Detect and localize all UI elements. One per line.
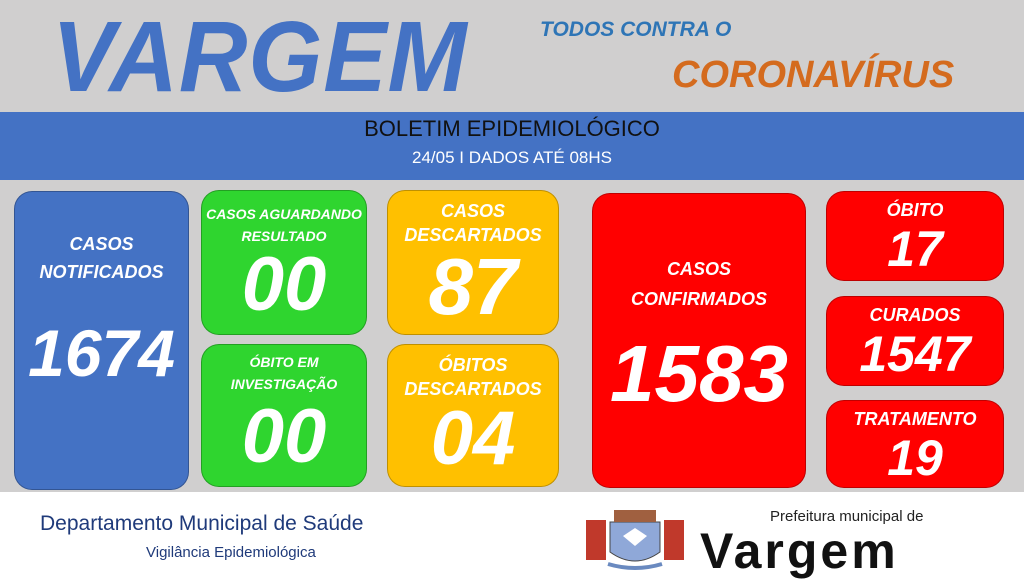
- card-value: 00: [241, 394, 327, 479]
- card-label: DESCARTADOS: [404, 379, 542, 399]
- card-value: 19: [887, 430, 943, 486]
- card-label: CASOS: [69, 234, 134, 254]
- card-value: 87: [428, 242, 518, 331]
- card-label: CURADOS: [869, 305, 961, 325]
- department-name: Departamento Municipal de Saúde: [40, 512, 364, 535]
- card-label: NOTIFICADOS: [39, 262, 164, 282]
- card-label: ÓBITO: [886, 200, 944, 220]
- card-label: RESULTADO: [241, 228, 327, 244]
- coronavirus-title: CORONAVÍRUS: [672, 54, 955, 96]
- bulletin-title: BOLETIM EPIDEMIOLÓGICO: [364, 116, 660, 141]
- card-value: 00: [241, 242, 327, 327]
- card-label: CASOS: [440, 201, 505, 221]
- card-label: ÓBITOS: [438, 355, 508, 375]
- card-notificados: CASOS NOTIFICADOS 1674: [14, 191, 189, 490]
- logo-vargem-text: Vargem: [700, 523, 899, 579]
- card-obito-investigacao: ÓBITO EM INVESTIGAÇÃO 00: [201, 344, 367, 487]
- card-tratamento: TRATAMENTO 19: [826, 400, 1004, 488]
- card-label: CASOS AGUARDANDO: [206, 206, 362, 222]
- card-label: CONFIRMADOS: [631, 289, 767, 309]
- card-confirmados: CASOS CONFIRMADOS 1583: [592, 193, 806, 488]
- bulletin-band: BOLETIM EPIDEMIOLÓGICO 24/05 I DADOS ATÉ…: [0, 112, 1024, 180]
- card-label: DESCARTADOS: [404, 225, 542, 245]
- card-value: 04: [430, 396, 516, 481]
- logo-prefeitura-text: Prefeitura municipal de: [770, 508, 924, 525]
- card-label: TRATAMENTO: [853, 409, 977, 429]
- card-obitos-descartados: ÓBITOS DESCARTADOS 04: [387, 344, 559, 487]
- card-obito: ÓBITO 17: [826, 191, 1004, 281]
- city-title: VARGEM: [52, 1, 468, 113]
- card-aguardando: CASOS AGUARDANDO RESULTADO 00: [201, 190, 367, 335]
- coat-of-arms-icon: [586, 510, 684, 570]
- card-descartados: CASOS DESCARTADOS 87: [387, 190, 559, 335]
- card-label: ÓBITO EM: [249, 354, 319, 370]
- card-label: CASOS: [666, 259, 731, 279]
- card-value: 1583: [610, 329, 788, 418]
- division-name: Vigilância Epidemiológica: [146, 544, 316, 561]
- card-value: 17: [887, 221, 943, 277]
- tagline: TODOS CONTRA O: [540, 18, 732, 41]
- card-curados: CURADOS 1547: [826, 296, 1004, 386]
- card-value: 1674: [28, 316, 175, 390]
- card-label: INVESTIGAÇÃO: [230, 376, 338, 392]
- bulletin-date: 24/05 I DADOS ATÉ 08HS: [412, 148, 612, 167]
- card-value: 1547: [859, 326, 971, 382]
